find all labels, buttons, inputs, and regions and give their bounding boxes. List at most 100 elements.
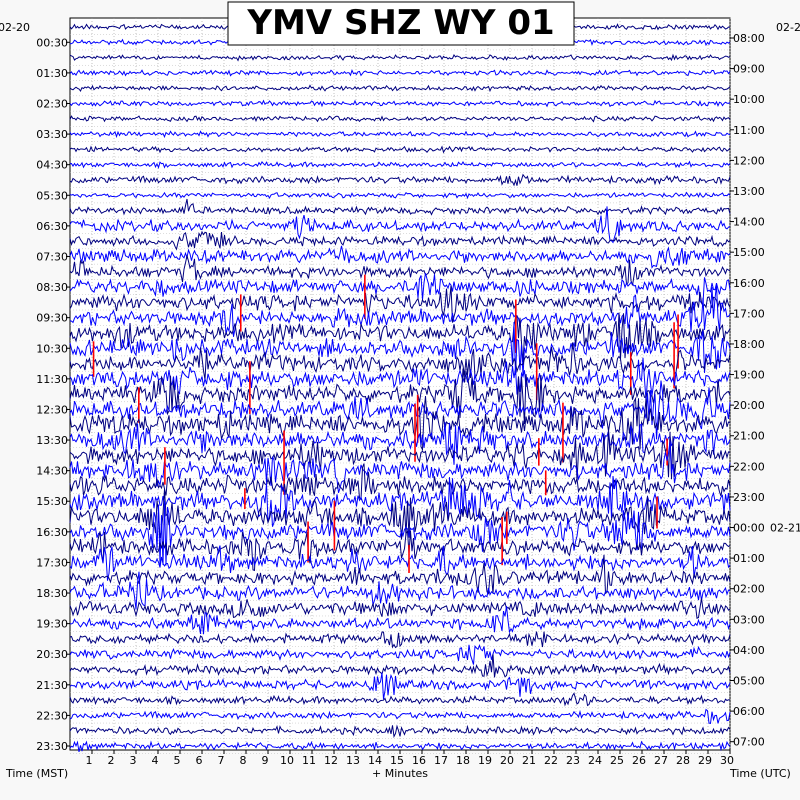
date-right-top: 02-20 [776, 21, 800, 34]
seismic-trace [69, 380, 731, 440]
x-tick-label: 12 [324, 754, 338, 767]
right-axis-label: Time (UTC) [729, 767, 791, 780]
x-tick-label: 9 [262, 754, 269, 767]
x-tick-label: 13 [346, 754, 360, 767]
right-time-label: 12:00 [733, 154, 765, 167]
seismic-trace [69, 500, 731, 566]
x-tick-label: 5 [174, 754, 181, 767]
seismic-trace [69, 708, 731, 724]
x-tick-label: 29 [698, 754, 712, 767]
right-time-label: 19:00 [733, 369, 765, 382]
title-box [227, 1, 575, 46]
x-tick-label: 22 [544, 754, 558, 767]
seismic-trace [69, 740, 731, 753]
left-time-label: 21:30 [36, 679, 68, 692]
x-tick-label: 28 [676, 754, 690, 767]
right-time-label: 16:00 [733, 277, 765, 290]
seismic-trace [69, 160, 731, 170]
x-tick-label: 23 [566, 754, 580, 767]
seismic-trace [69, 606, 731, 635]
left-time-label: 14:30 [36, 465, 68, 478]
seismic-trace [69, 206, 731, 244]
seismic-trace [69, 342, 731, 380]
left-time-label: 17:30 [36, 556, 68, 569]
left-time-label: 09:30 [36, 312, 68, 325]
left-time-label: 23:30 [36, 740, 68, 753]
seismic-trace [69, 285, 731, 337]
seismic-trace [69, 53, 731, 62]
x-tick-label: 8 [240, 754, 247, 767]
seismic-trace [69, 285, 731, 323]
seismic-trace [69, 429, 731, 482]
right-time-label: 11:00 [733, 124, 765, 137]
seismic-trace [69, 255, 731, 286]
left-axis-label: Time (MST) [5, 767, 68, 780]
right-time-label: 00:00 [733, 522, 765, 535]
seismic-trace [69, 395, 731, 452]
seismic-trace [69, 530, 731, 572]
left-time-label: 03:30 [36, 128, 68, 141]
seismic-trace [69, 198, 731, 216]
seismic-trace [69, 173, 731, 187]
right-time-label: 09:00 [733, 63, 765, 76]
left-time-label: 08:30 [36, 281, 68, 294]
seismic-trace [69, 84, 731, 93]
date-left: 02-20 [0, 21, 30, 34]
right-time-label: 02:00 [733, 583, 765, 596]
right-time-label: 03:00 [733, 613, 765, 626]
right-time-label: 06:00 [733, 705, 765, 718]
seismic-trace [69, 273, 731, 305]
right-time-label: 14:00 [733, 216, 765, 229]
date-right-next: 02-21 [770, 522, 800, 535]
left-time-label: 05:30 [36, 189, 68, 202]
left-time-axis: 00:30 01:30 02:30 03:30 04:30 05:30 06:30 07:30… [36, 36, 70, 753]
left-time-label: 06:30 [36, 220, 68, 233]
x-tick-label: 27 [654, 754, 668, 767]
seismic-trace [69, 654, 731, 678]
seismic-trace [69, 441, 731, 493]
x-tick-label: 1 [86, 754, 93, 767]
x-tick-label: 7 [218, 754, 225, 767]
right-time-label: 22:00 [733, 460, 765, 473]
x-tick-label: 30 [720, 754, 734, 767]
x-tick-label: 10 [280, 754, 294, 767]
right-time-label: 17:00 [733, 307, 765, 320]
seismic-trace [69, 245, 731, 269]
left-time-label: 20:30 [36, 648, 68, 661]
x-tick-label: 15 [390, 754, 404, 767]
seismic-trace [69, 321, 731, 377]
seismic-trace [69, 463, 731, 501]
left-time-label: 22:30 [36, 709, 68, 722]
right-time-axis: 08:00 09:00 10:00 11:00 12:00 13:00 14:00 15:00… [730, 32, 800, 749]
seismic-trace [69, 191, 731, 200]
seismic-trace [69, 145, 731, 154]
right-time-label: 07:00 [733, 736, 765, 749]
right-time-label: 18:00 [733, 338, 765, 351]
seismic-trace [69, 672, 731, 700]
x-tick-label: 4 [152, 754, 159, 767]
seismic-trace [69, 69, 731, 77]
seismic-trace [69, 422, 731, 465]
right-time-label: 04:00 [733, 644, 765, 657]
seismic-trace [69, 357, 731, 401]
right-time-label: 13:00 [733, 185, 765, 198]
left-time-label: 10:30 [36, 342, 68, 355]
x-axis-label: + Minutes [372, 767, 428, 780]
left-time-label: 12:30 [36, 403, 68, 416]
x-tick-label: 2 [108, 754, 115, 767]
seismic-trace [69, 489, 731, 540]
seismic-trace [69, 130, 731, 139]
left-time-label: 13:30 [36, 434, 68, 447]
x-tick-label: 19 [478, 754, 492, 767]
left-time-label: 00:30 [36, 36, 68, 49]
left-time-label: 18:30 [36, 587, 68, 600]
seismic-trace [69, 475, 731, 527]
seismic-trace [69, 631, 731, 649]
seismic-trace [69, 724, 731, 739]
seismic-trace [69, 692, 731, 707]
x-tick-label: 17 [434, 754, 448, 767]
right-time-label: 21:00 [733, 430, 765, 443]
x-tick-label: 3 [130, 754, 137, 767]
x-axis: 1 2 3 4 5 6 7 8 9 10 11 12 13 14 15 16 17 18 19 20 21 22 23 24 2… [86, 750, 734, 767]
